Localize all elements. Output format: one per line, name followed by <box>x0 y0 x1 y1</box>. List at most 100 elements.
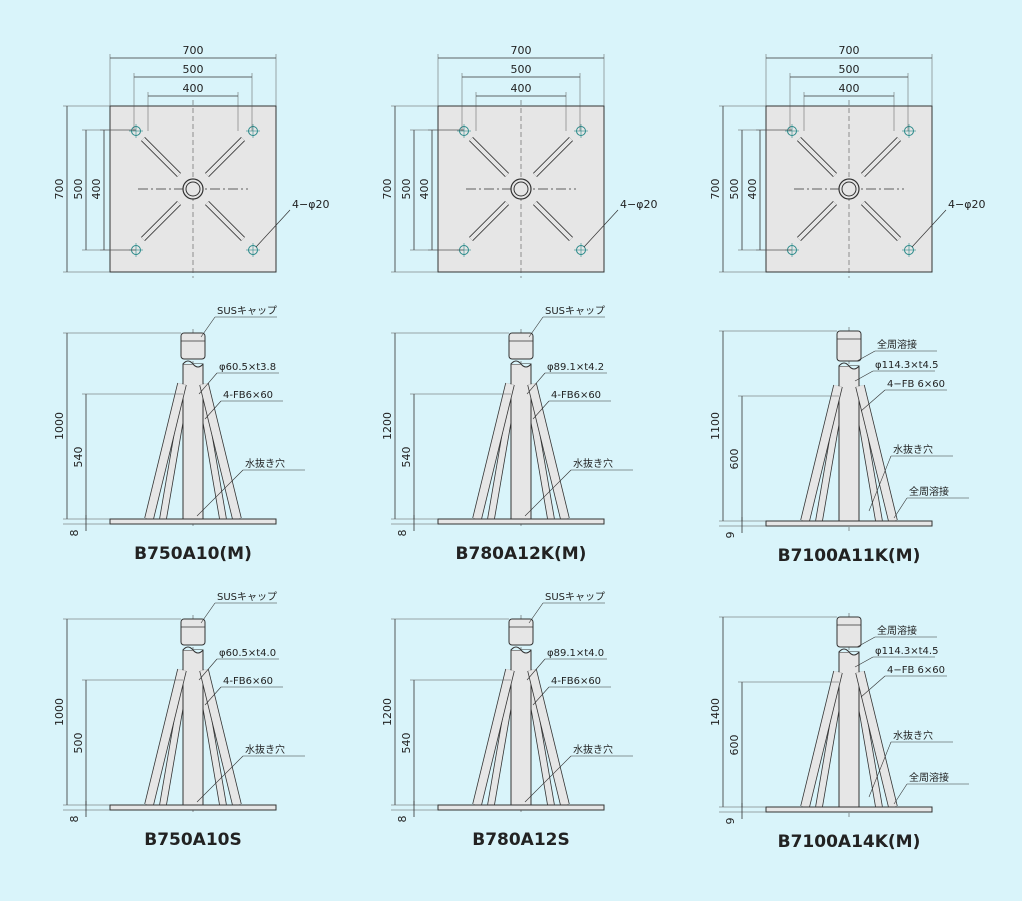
callout: 4-FB6×60 <box>223 676 273 687</box>
dimension-label: 700 <box>709 179 722 200</box>
line <box>528 383 569 520</box>
callout: φ60.5×t3.8 <box>219 362 276 373</box>
model-name: B750A10(M) <box>134 544 252 564</box>
cap <box>836 330 862 362</box>
dimension-label: 540 <box>72 447 85 468</box>
callout: 水抜き穴 <box>573 743 613 756</box>
dimension-label: 500 <box>839 63 860 76</box>
base-plate <box>765 806 933 813</box>
line <box>854 656 874 668</box>
line <box>533 201 573 241</box>
callout: SUSキャップ <box>545 591 605 603</box>
cap <box>180 332 206 360</box>
callout: 全周溶接 <box>909 485 949 498</box>
callout: SUSキャップ <box>217 305 277 317</box>
model-name: B750A10S <box>144 830 242 850</box>
line <box>583 209 619 248</box>
dimension-label: 1200 <box>381 412 394 440</box>
line <box>200 383 241 520</box>
line <box>526 372 546 395</box>
line <box>868 741 892 798</box>
break-mark <box>838 362 860 370</box>
line <box>196 469 244 517</box>
line <box>528 669 569 806</box>
callout: 4−φ20 <box>292 198 329 211</box>
line <box>868 455 892 512</box>
dimension-label: 8 <box>68 816 81 823</box>
dimension-label: 700 <box>511 44 532 57</box>
dimension-label: 1000 <box>53 412 66 440</box>
line <box>473 383 514 520</box>
dimension-label: 400 <box>746 179 759 200</box>
line <box>528 316 544 338</box>
line <box>200 316 216 338</box>
dimension-label: 1100 <box>709 412 722 440</box>
line <box>469 201 509 241</box>
line <box>204 686 222 706</box>
dimension-label: 700 <box>53 179 66 200</box>
line <box>145 383 186 520</box>
dimension-label: 500 <box>183 63 204 76</box>
line <box>141 201 181 241</box>
dimension-label: 400 <box>183 82 204 95</box>
line <box>801 671 842 808</box>
model-name: B7100A11K(M) <box>778 546 921 566</box>
dimension-label: 540 <box>400 733 413 754</box>
line <box>856 636 876 648</box>
dimension-label: 9 <box>724 818 737 825</box>
line <box>205 137 245 177</box>
cap <box>508 618 534 646</box>
line <box>200 602 216 624</box>
dimension-label: 700 <box>839 44 860 57</box>
line <box>526 658 546 681</box>
callout: SUSキャップ <box>545 305 605 317</box>
dimension-label: 400 <box>511 82 532 95</box>
line <box>469 137 509 177</box>
dimension-label: 600 <box>728 735 741 756</box>
callout: 水抜き穴 <box>573 457 613 470</box>
model-name: B7100A14K(M) <box>778 832 921 852</box>
callout: φ114.3×t4.5 <box>875 646 938 657</box>
dimension-label: 400 <box>90 179 103 200</box>
line <box>532 400 550 420</box>
callout: 全周溶接 <box>877 338 917 351</box>
line <box>205 201 245 241</box>
pipe <box>841 181 857 197</box>
line <box>856 671 897 808</box>
line <box>860 389 886 412</box>
callout: 4-FB6×60 <box>551 676 601 687</box>
line <box>801 385 842 522</box>
callout: φ89.1×t4.0 <box>547 648 604 659</box>
line <box>533 137 573 177</box>
line <box>861 201 901 241</box>
dimension-label: 400 <box>839 82 860 95</box>
line <box>473 669 514 806</box>
line <box>528 602 544 624</box>
line <box>797 137 837 177</box>
callout: 水抜き穴 <box>245 457 285 470</box>
callout: φ89.1×t4.2 <box>547 362 604 373</box>
callout: 4−φ20 <box>620 198 657 211</box>
pipe <box>513 181 529 197</box>
line <box>911 209 947 248</box>
dimension-label: 700 <box>381 179 394 200</box>
line <box>860 675 886 698</box>
dimension-label: 1000 <box>53 698 66 726</box>
line <box>854 370 874 382</box>
dimension-label: 8 <box>68 530 81 537</box>
line <box>141 137 181 177</box>
base-plate <box>437 518 605 525</box>
dimension-label: 500 <box>72 179 85 200</box>
dimension-label: 500 <box>72 733 85 754</box>
dimension-label: 8 <box>396 816 409 823</box>
model-name: B780A12K(M) <box>456 544 587 564</box>
callout: φ114.3×t4.5 <box>875 360 938 371</box>
callout: 4-FB6×60 <box>551 390 601 401</box>
dimension-label: 1400 <box>709 698 722 726</box>
base-plate <box>109 804 277 811</box>
callout: 水抜き穴 <box>893 729 933 742</box>
line <box>856 350 876 362</box>
callout: 4−φ20 <box>948 198 985 211</box>
callout: φ60.5×t4.0 <box>219 648 276 659</box>
